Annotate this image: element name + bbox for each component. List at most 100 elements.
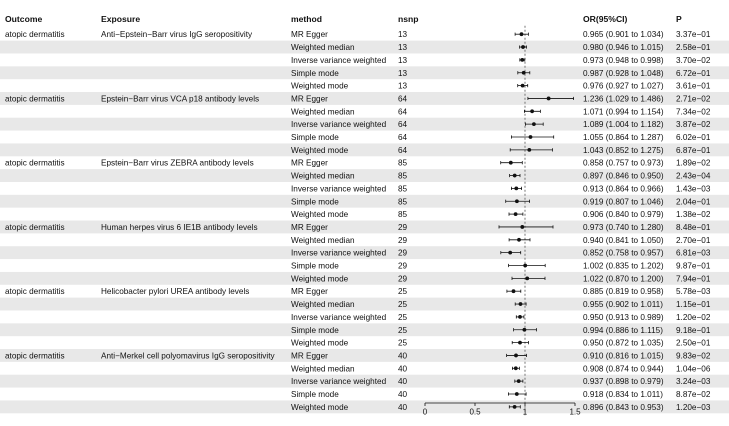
row-shade (0, 400, 729, 414)
estimate-point (518, 340, 522, 345)
or-ci-cell: 0.937 (0.898 to 0.979) (583, 377, 664, 386)
p-value-cell: 1.89e−02 (676, 159, 711, 168)
estimate-point (515, 199, 519, 204)
estimate-point (523, 263, 528, 268)
method-cell: Simple mode (291, 133, 339, 142)
x-tick-label: 0.5 (469, 408, 481, 417)
nsnp-cell: 13 (398, 30, 408, 39)
p-value-cell: 1.20e−03 (676, 403, 711, 412)
method-cell: Inverse variance weighted (291, 249, 387, 258)
row-shade (0, 323, 729, 337)
method-cell: Weighted mode (291, 146, 349, 155)
row-shade (0, 92, 729, 105)
p-value-cell: 5.78e−03 (676, 287, 711, 296)
or-ci-cell: 0.896 (0.843 to 0.953) (583, 403, 664, 412)
header-method: method (291, 14, 322, 24)
p-value-cell: 3.70e−02 (676, 56, 711, 65)
x-tick-label: 1 (523, 408, 528, 417)
x-tick-label: 1.5 (569, 408, 581, 417)
forest-marks (498, 25, 574, 416)
method-cell: MR Egger (291, 94, 328, 103)
method-cell: Simple mode (291, 197, 339, 206)
nsnp-cell: 13 (398, 82, 408, 91)
nsnp-cell: 85 (398, 184, 408, 193)
method-cell: Weighted median (291, 300, 355, 309)
estimate-point (520, 225, 525, 229)
method-cell: Inverse variance weighted (291, 184, 387, 193)
nsnp-cell: 25 (398, 300, 408, 309)
row-shade (0, 246, 729, 260)
or-ci-cell: 0.906 (0.840 to 0.979) (583, 210, 664, 219)
or-ci-cell: 1.002 (0.835 to 1.202) (583, 262, 664, 271)
method-cell: Weighted mode (291, 403, 349, 412)
row-shade (0, 117, 729, 131)
nsnp-cell: 25 (398, 313, 408, 322)
row-shade (0, 143, 729, 157)
or-ci-cell: 0.918 (0.834 to 1.011) (583, 390, 663, 399)
p-value-cell: 2.71e−02 (676, 94, 711, 103)
or-ci-cell: 0.885 (0.819 to 0.958) (583, 287, 664, 296)
p-value-cell: 3.37e−01 (676, 30, 711, 39)
outcome-cell: atopic dermatitis (5, 287, 65, 296)
method-cell: Simple mode (291, 262, 339, 271)
p-value-cell: 1.04e−06 (676, 364, 711, 373)
nsnp-cell: 29 (398, 223, 408, 232)
p-value-cell: 6.81e−03 (676, 249, 711, 258)
header-exposure: Exposure (101, 14, 140, 24)
or-ci-cell: 0.965 (0.901 to 1.034) (583, 30, 664, 39)
row-shade (0, 349, 729, 362)
exposure-cell: Human herpes virus 6 IE1B antibody level… (101, 223, 258, 232)
or-ci-cell: 1.071 (0.994 to 1.154) (583, 107, 664, 116)
estimate-point (508, 250, 513, 255)
method-cell: Weighted mode (291, 82, 349, 91)
estimate-point (512, 173, 517, 178)
or-ci-cell: 0.980 (0.946 to 1.015) (583, 43, 664, 52)
or-ci-cell: 0.973 (0.740 to 1.280) (583, 223, 664, 232)
p-value-cell: 6.02e−01 (676, 133, 711, 142)
row-shade (0, 220, 729, 234)
estimate-point (546, 96, 551, 101)
nsnp-cell: 29 (398, 274, 408, 283)
row-shade (0, 194, 729, 208)
nsnp-cell: 85 (398, 159, 408, 168)
p-value-cell: 3.87e−02 (676, 120, 711, 129)
row-shade (0, 40, 729, 54)
estimate-point (518, 302, 523, 306)
outcome-cell: atopic dermatitis (5, 223, 65, 232)
nsnp-cell: 25 (398, 339, 408, 348)
p-value-cell: 1.38e−02 (676, 210, 711, 219)
x-axis: 0 0.5 1 1.5 (423, 402, 581, 417)
method-cell: Weighted median (291, 43, 355, 52)
estimate-point (525, 276, 530, 281)
nsnp-cell: 29 (398, 236, 408, 245)
method-cell: MR Egger (291, 351, 328, 360)
table-header: Outcome Exposure method nsnp OR(95%CI) P (5, 14, 682, 24)
nsnp-cell: 29 (398, 262, 408, 271)
exposure-cell: Epstein−Barr virus VCA p18 antibody leve… (101, 94, 259, 103)
estimate-point (511, 289, 516, 294)
or-ci-cell: 0.973 (0.948 to 0.998) (583, 56, 664, 65)
row-shade (0, 297, 729, 311)
p-value-cell: 3.24e−03 (676, 377, 711, 386)
method-cell: Simple mode (291, 69, 339, 78)
estimate-point (530, 109, 534, 114)
header-outcome: Outcome (5, 14, 42, 24)
estimate-point (514, 186, 519, 191)
p-value-cell: 2.50e−01 (676, 339, 711, 348)
estimate-point (520, 83, 525, 88)
p-value-cell: 9.87e−01 (676, 262, 711, 271)
outcome-cell: atopic dermatitis (5, 94, 65, 103)
nsnp-cell: 25 (398, 287, 408, 296)
estimate-point (520, 58, 525, 62)
nsnp-cell: 25 (398, 326, 408, 335)
or-ci-cell: 0.919 (0.807 to 1.046) (583, 197, 664, 206)
estimate-point (514, 392, 519, 396)
p-value-cell: 2.04e−01 (676, 197, 711, 206)
outcome-cell: atopic dermatitis (5, 159, 65, 168)
nsnp-cell: 64 (398, 120, 408, 129)
or-ci-cell: 0.976 (0.927 to 1.027) (583, 82, 664, 91)
nsnp-cell: 64 (398, 94, 408, 103)
estimate-point (521, 45, 525, 49)
method-cell: Inverse variance weighted (291, 377, 387, 386)
